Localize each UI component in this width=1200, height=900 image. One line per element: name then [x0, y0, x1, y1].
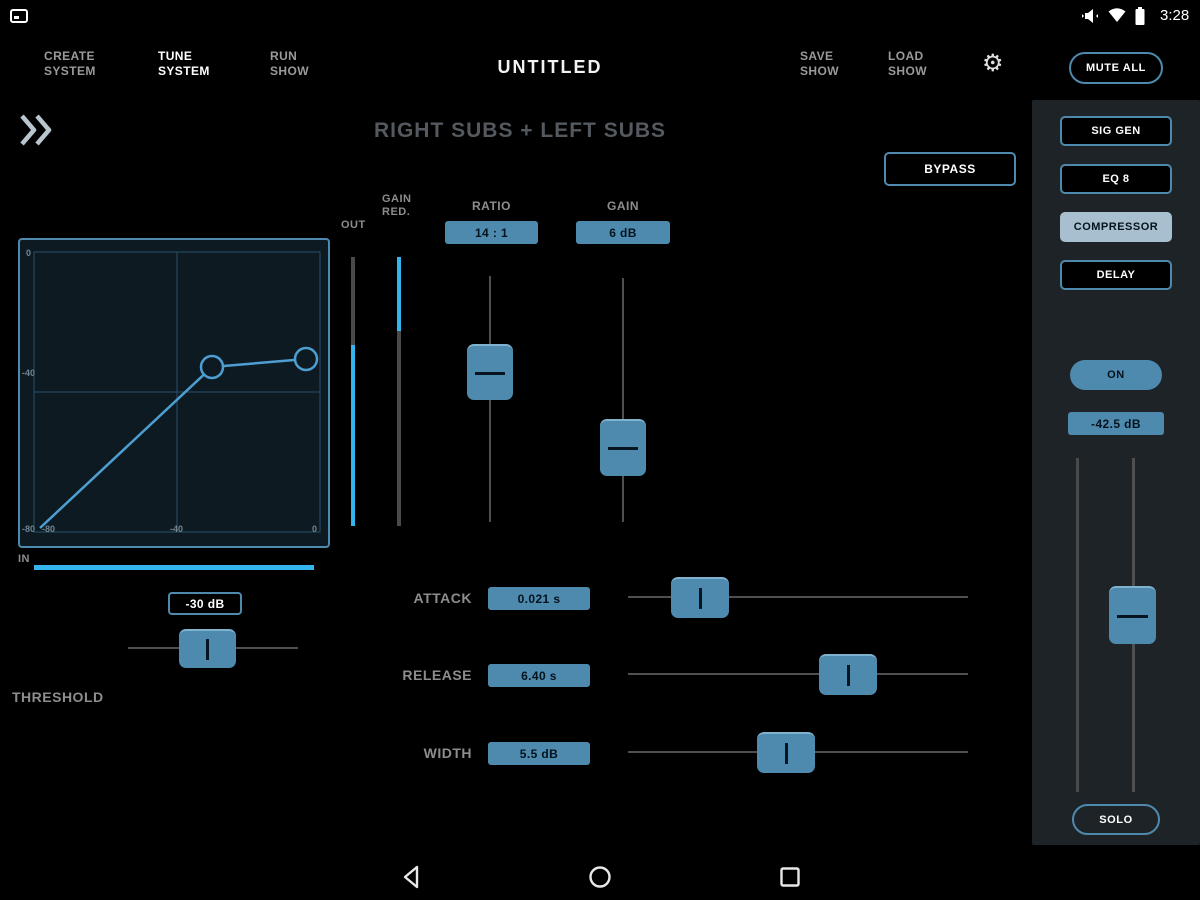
ratio-value[interactable]: 14 : 1	[445, 221, 538, 244]
back-icon[interactable]	[400, 864, 424, 890]
release-label: RELEASE	[402, 667, 472, 683]
channel-title: RIGHT SUBS + LEFT SUBS	[373, 119, 667, 142]
attack-label: ATTACK	[413, 590, 472, 606]
width-slider-handle[interactable]	[757, 732, 815, 773]
load-show-button[interactable]: LOAD SHOW	[888, 49, 927, 78]
handle-grip	[475, 371, 505, 375]
sidebar-item-delay[interactable]: DELAY	[1060, 260, 1172, 290]
gain-reduction-fill	[397, 257, 401, 331]
tab-create-system[interactable]: CREATE SYSTEM	[44, 49, 96, 78]
gain-value[interactable]: 6 dB	[576, 221, 670, 244]
attack-slider-handle[interactable]	[671, 577, 729, 618]
gain-slider-track[interactable]	[622, 278, 624, 522]
graph-y-tick-0: 0	[26, 248, 32, 258]
handle-grip	[698, 587, 702, 610]
sidebar-item-eq8[interactable]: EQ 8	[1060, 164, 1172, 194]
handle-grip	[846, 664, 850, 687]
processing-sidebar: SIG GEN EQ 8 COMPRESSOR DELAY ON -42.5 d…	[1032, 100, 1200, 845]
handle-grip	[1117, 614, 1148, 618]
out-meter-fill	[351, 345, 355, 526]
graph-x-tick-1: -40	[170, 524, 184, 534]
ceiling-point-handle[interactable]	[293, 346, 319, 372]
threshold-label: THRESHOLD	[12, 689, 104, 705]
ratio-slider-handle[interactable]	[467, 344, 513, 400]
settings-gear-icon[interactable]: ⚙	[982, 50, 1004, 77]
tab-tune-system[interactable]: TUNE SYSTEM	[158, 49, 210, 78]
expand-panel-chevrons-icon[interactable]	[16, 112, 54, 148]
mute-all-button[interactable]: MUTE ALL	[1069, 52, 1163, 84]
channel-level-meter	[1076, 458, 1079, 792]
width-value[interactable]: 5.5 dB	[488, 742, 590, 765]
compressor-on-toggle[interactable]: ON	[1070, 360, 1162, 390]
out-meter-label: OUT	[341, 219, 366, 231]
channel-fader-handle[interactable]	[1109, 586, 1156, 644]
solo-button[interactable]: SOLO	[1072, 804, 1160, 835]
compressor-curve-graph	[33, 251, 321, 533]
threshold-slider-handle[interactable]	[179, 629, 236, 668]
graph-x-tick-0: -80	[42, 524, 56, 534]
handle-grip	[608, 447, 638, 450]
gain-label: GAIN	[607, 199, 639, 213]
graph-x-tick-2: 0	[312, 524, 318, 534]
android-nav-bar	[0, 855, 1200, 900]
out-level-meter	[351, 257, 355, 526]
status-time: 3:28	[1160, 7, 1190, 24]
volume-icon	[1082, 9, 1098, 23]
sidebar-item-sig-gen[interactable]: SIG GEN	[1060, 116, 1172, 146]
gain-reduction-meter	[397, 257, 401, 526]
sidebar-item-compressor[interactable]: COMPRESSOR	[1060, 212, 1172, 242]
release-slider-track[interactable]	[628, 673, 968, 675]
graph-y-tick-2: -80	[22, 524, 36, 534]
width-label: WIDTH	[423, 745, 472, 761]
compressor-curve-panel[interactable]: 0 -40 -80 -80 -40 0	[18, 238, 330, 548]
notification-icon	[10, 9, 28, 23]
battery-icon	[1135, 7, 1145, 25]
in-meter-label: IN	[18, 553, 30, 565]
status-bar: 3:28	[0, 0, 1200, 32]
wifi-icon	[1108, 8, 1126, 22]
in-level-meter	[34, 565, 314, 570]
channel-level-value[interactable]: -42.5 dB	[1068, 412, 1164, 435]
graph-y-tick-1: -40	[22, 368, 36, 378]
attack-slider-track[interactable]	[628, 596, 968, 598]
bypass-button[interactable]: BYPASS	[884, 152, 1016, 186]
save-show-button[interactable]: SAVE SHOW	[800, 49, 839, 78]
knee-point-handle[interactable]	[199, 354, 225, 380]
gain-slider-handle[interactable]	[600, 419, 646, 476]
handle-grip	[784, 742, 788, 765]
home-icon[interactable]	[588, 864, 612, 890]
ratio-label: RATIO	[472, 199, 511, 213]
gain-reduction-label: GAIN RED.	[382, 193, 412, 218]
recents-icon[interactable]	[778, 865, 802, 889]
attack-value[interactable]: 0.021 s	[488, 587, 590, 610]
tab-run-show[interactable]: RUN SHOW	[270, 49, 309, 78]
threshold-value[interactable]: -30 dB	[168, 592, 242, 615]
release-value[interactable]: 6.40 s	[488, 664, 590, 687]
compressor-curve-line	[39, 357, 307, 529]
handle-grip	[206, 639, 209, 660]
release-slider-handle[interactable]	[819, 654, 877, 695]
show-title: UNTITLED	[497, 57, 603, 77]
